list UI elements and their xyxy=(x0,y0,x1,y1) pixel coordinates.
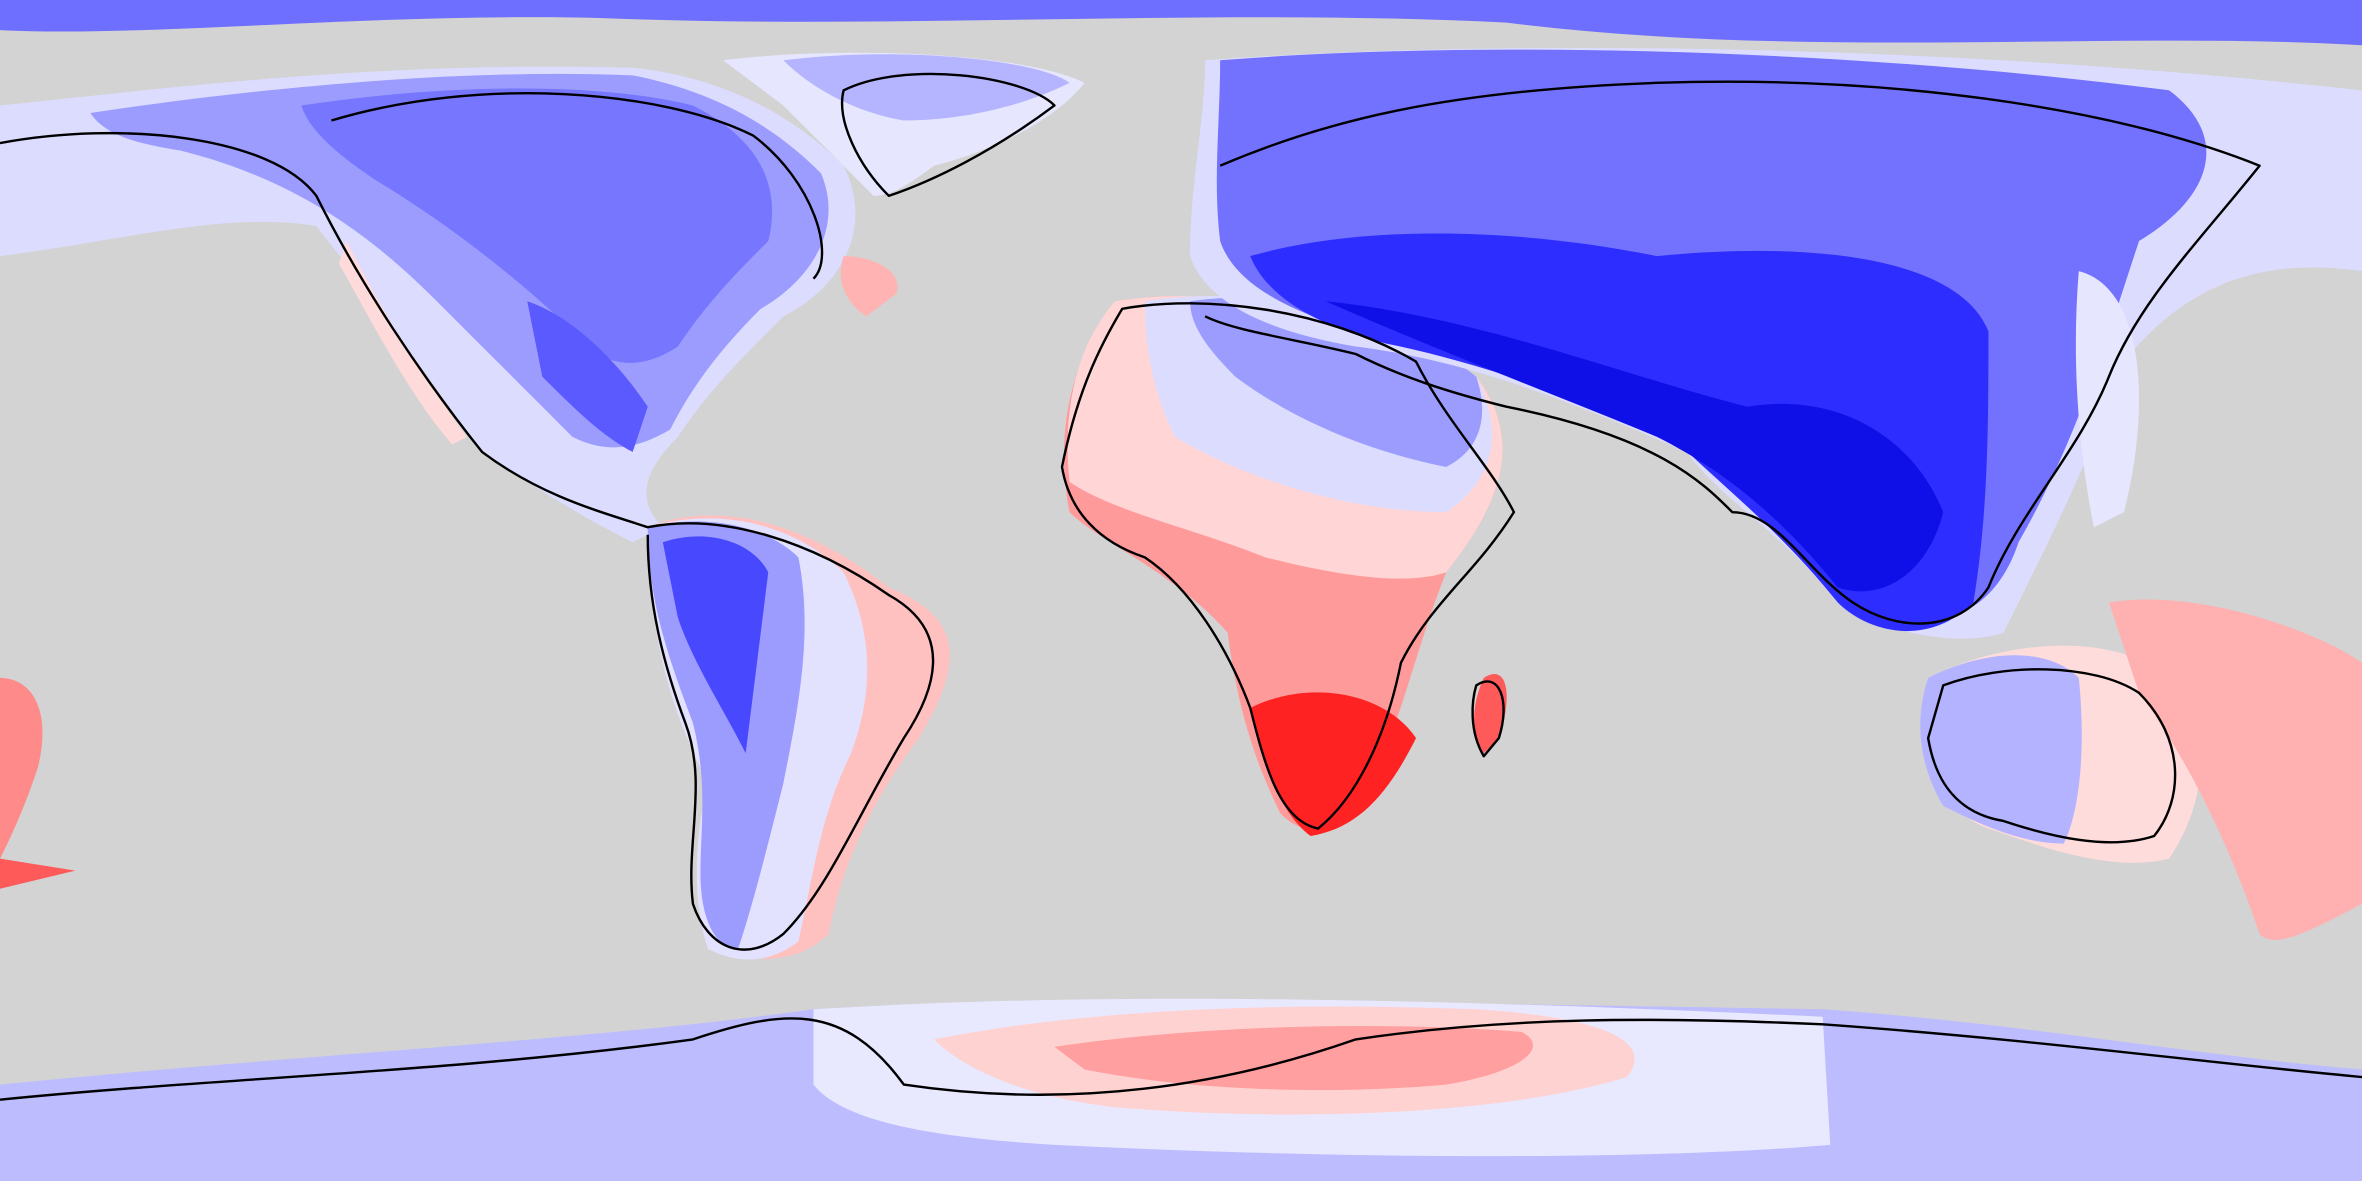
arctic-band xyxy=(0,0,2362,46)
australia xyxy=(0,599,2362,940)
antarctica xyxy=(0,998,2362,1181)
coastlines xyxy=(0,72,2362,1101)
south-america xyxy=(647,515,950,960)
greenland-north xyxy=(783,54,1070,121)
hotspot xyxy=(840,256,898,317)
north-america xyxy=(0,66,856,543)
eurasia xyxy=(1190,47,2362,639)
